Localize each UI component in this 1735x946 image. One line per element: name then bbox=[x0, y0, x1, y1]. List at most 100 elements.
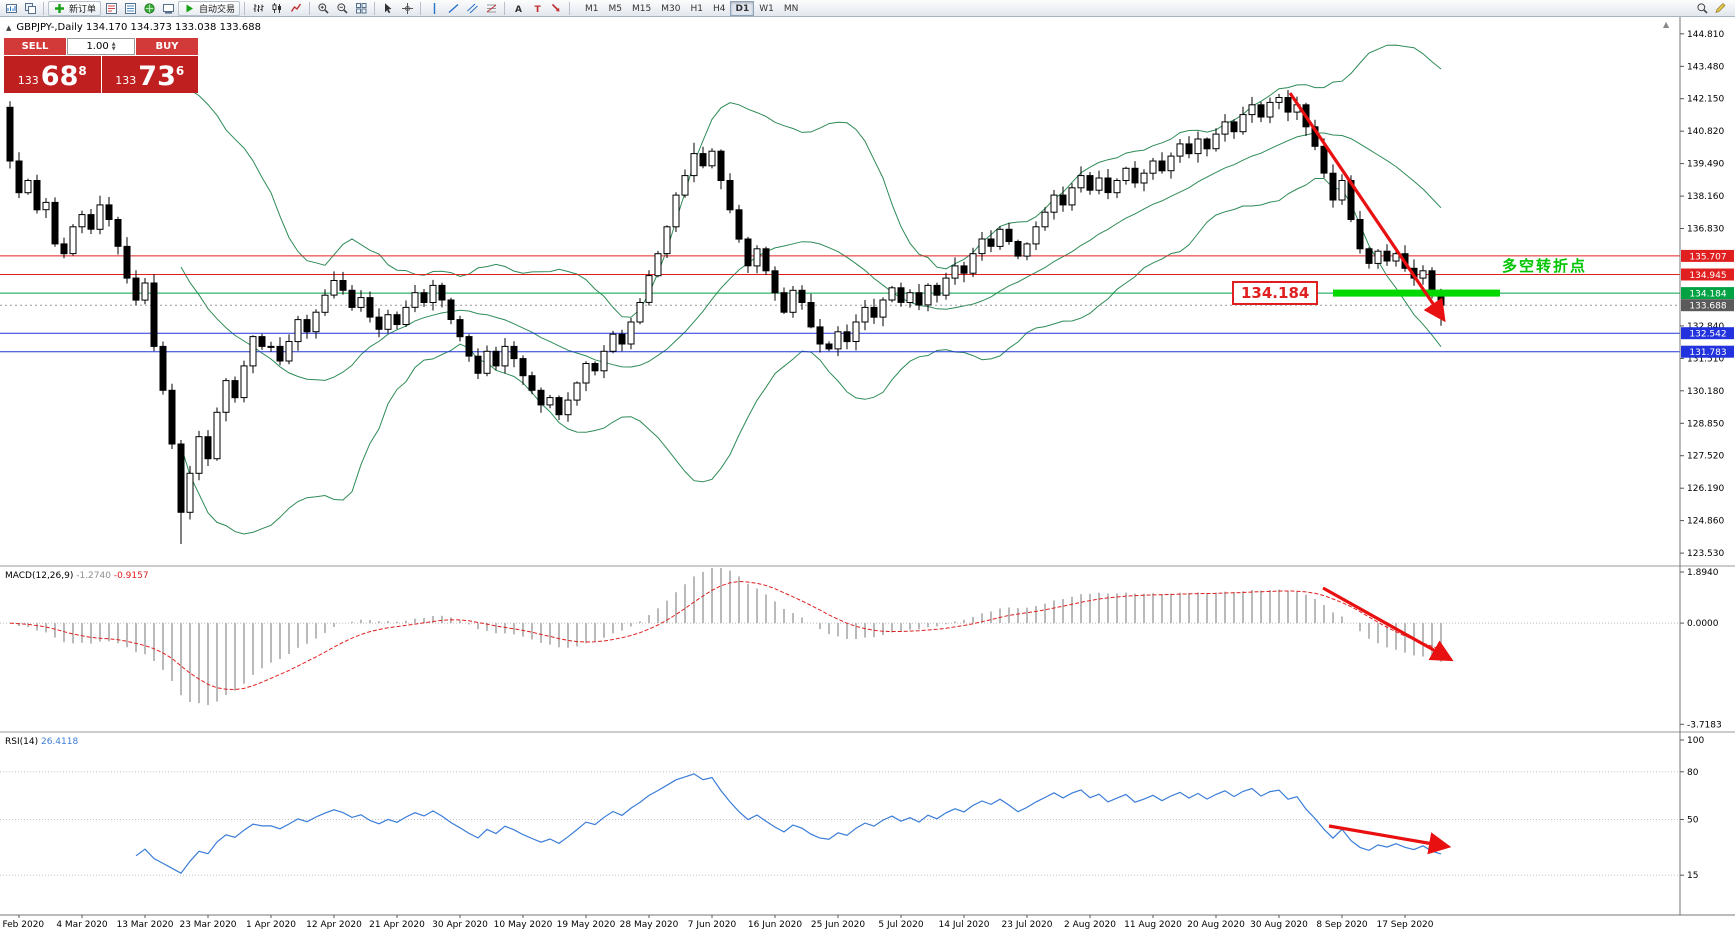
cursor-icon[interactable] bbox=[379, 1, 397, 16]
chart-canvas[interactable]: 144.810 143.480 142.150 140.820 139.490 138.1… bbox=[0, 17, 1735, 946]
buy-price-main: 73 bbox=[138, 61, 176, 92]
chart-window: 144.810 143.480 142.150 140.820 139.490 138.1… bbox=[0, 17, 1735, 946]
one-click-trading-panel: SELL 1.00 ▲ ▼ BUY 133 68 8 133 73 6 bbox=[4, 38, 198, 93]
trendline-icon bbox=[448, 3, 458, 13]
toolbar-separator bbox=[420, 1, 422, 15]
tile-windows-icon[interactable] bbox=[352, 1, 370, 16]
new-order-button[interactable]: 新订单 bbox=[48, 0, 102, 16]
buy-price-button[interactable]: 133 73 6 bbox=[101, 56, 198, 93]
svg-text:123.530: 123.530 bbox=[1687, 549, 1724, 559]
svg-text:1 Apr 2020: 1 Apr 2020 bbox=[246, 920, 296, 930]
crosshair-icon bbox=[401, 2, 413, 14]
trendline-icon[interactable] bbox=[444, 1, 462, 16]
market-watch-icon[interactable] bbox=[102, 1, 120, 16]
timeframe-mn[interactable]: MN bbox=[783, 3, 799, 14]
plus-icon bbox=[55, 3, 64, 13]
timeframe-h4[interactable]: H4 bbox=[712, 3, 726, 14]
svg-text:132.840: 132.840 bbox=[1687, 322, 1724, 332]
svg-text:RSI(14) 26.4118: RSI(14) 26.4118 bbox=[5, 737, 78, 747]
svg-text:134.945: 134.945 bbox=[1689, 271, 1726, 281]
collapse-panel-icon[interactable]: ▲ bbox=[6, 23, 12, 32]
navigator-icon[interactable] bbox=[140, 1, 158, 16]
zoom-out-icon[interactable] bbox=[333, 1, 351, 16]
line-chart-icon bbox=[290, 3, 301, 12]
sell-price-button[interactable]: 133 68 8 bbox=[4, 56, 101, 93]
chart-ohlc-readout: ▲ GBPJPY-,Daily 134.170 134.373 133.038 … bbox=[6, 22, 261, 33]
svg-text:135.707: 135.707 bbox=[1689, 252, 1726, 262]
svg-text:2 Aug 2020: 2 Aug 2020 bbox=[1064, 920, 1116, 930]
timeframe-toolbar: M1 M5 M15 M30 H1 H4 D1 W1 MN bbox=[580, 0, 803, 16]
text-icon[interactable]: A bbox=[509, 1, 527, 16]
svg-text:25 Jun 2020: 25 Jun 2020 bbox=[811, 920, 865, 930]
svg-text:132.542: 132.542 bbox=[1689, 330, 1726, 340]
bar-chart-icon bbox=[253, 3, 264, 12]
play-icon bbox=[186, 4, 194, 12]
svg-text:21 Apr 2020: 21 Apr 2020 bbox=[369, 920, 425, 930]
candlestick-chart-icon[interactable] bbox=[268, 1, 286, 16]
svg-text:142.150: 142.150 bbox=[1687, 95, 1724, 105]
timeframe-m30[interactable]: M30 bbox=[661, 3, 681, 14]
turning-point-label[interactable]: 多空转折点 bbox=[1502, 257, 1588, 275]
edit-icon[interactable] bbox=[1711, 1, 1729, 16]
svg-text:136.830: 136.830 bbox=[1687, 225, 1724, 235]
buy-button[interactable]: BUY bbox=[136, 38, 198, 55]
fibonacci-icon bbox=[486, 4, 496, 12]
timeframe-h1[interactable]: H1 bbox=[690, 3, 703, 14]
vertical-line-icon[interactable] bbox=[425, 1, 443, 16]
lot-size-input[interactable]: 1.00 ▲ ▼ bbox=[67, 38, 135, 55]
svg-text:A: A bbox=[515, 5, 522, 15]
crosshair-icon[interactable] bbox=[398, 1, 416, 16]
bar-chart-icon[interactable] bbox=[249, 1, 267, 16]
svg-text:5 Jul 2020: 5 Jul 2020 bbox=[878, 920, 923, 930]
data-window-icon[interactable] bbox=[121, 1, 139, 16]
timeframe-m15[interactable]: M15 bbox=[632, 3, 652, 14]
line-chart-icon[interactable] bbox=[287, 1, 305, 16]
label-icon[interactable]: T bbox=[528, 1, 546, 16]
toolbar-separator bbox=[43, 1, 44, 15]
svg-text:23 Jul 2020: 23 Jul 2020 bbox=[1002, 920, 1053, 930]
svg-text:144.810: 144.810 bbox=[1687, 30, 1724, 40]
symbol-ohlc-text: GBPJPY-,Daily 134.170 134.373 133.038 13… bbox=[16, 22, 261, 33]
svg-text:140.820: 140.820 bbox=[1687, 127, 1724, 137]
market-watch-icon bbox=[105, 2, 117, 14]
fibonacci-icon[interactable] bbox=[482, 1, 500, 16]
auto-trading-button[interactable]: 自动交易 bbox=[178, 0, 241, 16]
buy-price-prefix: 133 bbox=[115, 74, 137, 87]
arrows-icon[interactable] bbox=[547, 1, 565, 16]
svg-text:50: 50 bbox=[1687, 816, 1699, 826]
channel-icon bbox=[466, 3, 478, 13]
svg-text:134.184: 134.184 bbox=[1689, 290, 1726, 300]
svg-text:80: 80 bbox=[1687, 768, 1699, 778]
text-icon: A bbox=[515, 5, 522, 15]
search-icon bbox=[1696, 2, 1708, 14]
zoom-in-icon[interactable] bbox=[314, 1, 332, 16]
svg-text:17 Sep 2020: 17 Sep 2020 bbox=[1376, 920, 1433, 930]
svg-text:-3.7183: -3.7183 bbox=[1687, 720, 1722, 730]
lot-size-value: 1.00 bbox=[86, 41, 109, 52]
timeframe-w1[interactable]: W1 bbox=[759, 3, 774, 14]
price-level-annotation[interactable]: 134.184 bbox=[1232, 281, 1319, 305]
new-order-button-label: 新订单 bbox=[69, 4, 97, 15]
timeframe-m5[interactable]: M5 bbox=[608, 3, 623, 14]
terminal-icon bbox=[162, 3, 174, 14]
new-chart-icon[interactable] bbox=[2, 1, 20, 16]
lot-spinner-icon[interactable]: ▲ ▼ bbox=[111, 40, 116, 52]
svg-text:100: 100 bbox=[1687, 736, 1704, 746]
chart-profiles-icon bbox=[24, 2, 36, 14]
sell-price-prefix: 133 bbox=[17, 74, 39, 87]
timeframe-m1[interactable]: M1 bbox=[585, 3, 599, 14]
timeframe-d1[interactable]: D1 bbox=[730, 0, 755, 16]
terminal-icon[interactable] bbox=[159, 1, 177, 16]
new-chart-icon bbox=[5, 3, 17, 13]
chart-profiles-icon[interactable] bbox=[21, 1, 39, 16]
label-icon: T bbox=[534, 5, 541, 15]
search-icon[interactable] bbox=[1693, 1, 1711, 16]
sell-button[interactable]: SELL bbox=[4, 38, 66, 55]
edit-icon bbox=[1714, 2, 1725, 13]
channel-icon[interactable] bbox=[463, 1, 481, 16]
scroll-up-icon[interactable]: ▲ bbox=[1663, 20, 1670, 29]
svg-text:7 Jun 2020: 7 Jun 2020 bbox=[688, 920, 737, 930]
svg-text:28 May 2020: 28 May 2020 bbox=[620, 920, 679, 930]
svg-text:128.850: 128.850 bbox=[1687, 419, 1724, 429]
